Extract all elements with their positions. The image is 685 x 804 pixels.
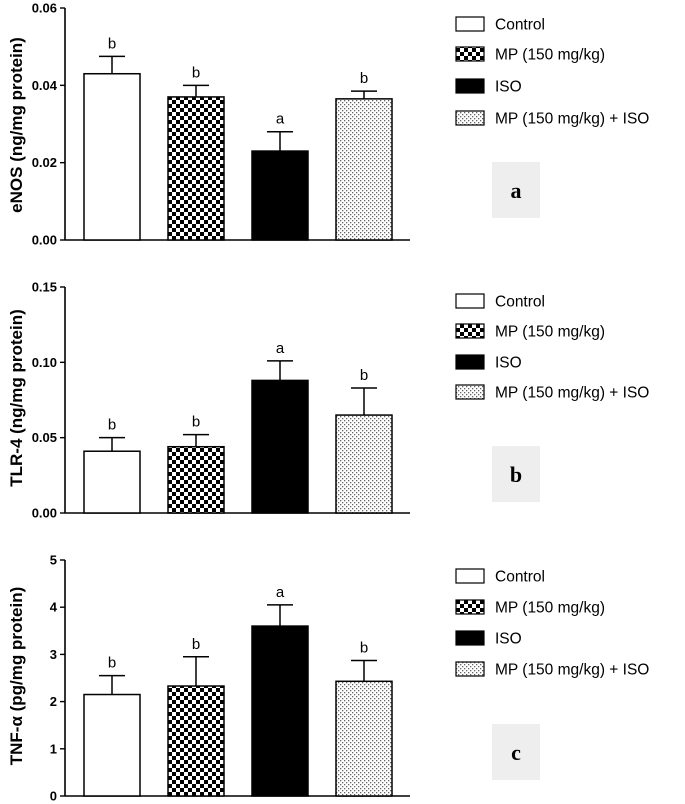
y-tick-label: 0.00: [32, 233, 57, 248]
bar: [251, 379, 309, 514]
legend-label: MP (150 mg/kg): [495, 47, 605, 64]
panel-letter-box: [492, 724, 540, 780]
legend-swatch: [455, 323, 485, 339]
legend-label: ISO: [495, 355, 522, 372]
significance-label: a: [276, 584, 285, 601]
significance-label: b: [108, 417, 116, 434]
legend-swatch: [455, 293, 485, 309]
y-tick-label: 4: [50, 600, 58, 615]
y-tick-label: 1: [50, 741, 57, 756]
bar: [167, 685, 225, 797]
legend-swatch: [455, 16, 485, 32]
significance-label: a: [276, 340, 285, 357]
y-axis-title: TLR-4 (ng/mg protein): [7, 309, 26, 487]
y-tick-label: 0.06: [32, 1, 57, 16]
bar: [251, 150, 309, 241]
legend-label: MP (150 mg/kg) + ISO: [495, 111, 649, 128]
legend-swatch: [455, 78, 485, 94]
y-tick-label: 0.02: [32, 155, 57, 170]
y-tick-label: 0.00: [32, 506, 57, 521]
legend: Control MP (150 mg/kg) ISO MP (150 mg/kg) +…: [455, 568, 649, 679]
bar: [335, 414, 393, 514]
significance-label: b: [108, 655, 116, 672]
legend-swatch: [455, 354, 485, 370]
legend-swatch: [455, 630, 485, 646]
significance-label: b: [360, 640, 368, 657]
chart-panel-b: 0.00 0.05 0.10 0.15 b b a b TLR-4 (ng/mg protei…: [7, 280, 649, 521]
chart-panel-c: 0 1 2 3 4 5 b b a b TNF-α (pg/mg protein) Control…: [7, 553, 649, 804]
significance-label: b: [192, 64, 200, 81]
bar: [83, 693, 141, 797]
panel-letter-box: [492, 162, 540, 218]
bar: [83, 72, 141, 241]
panel-letter-box: [492, 446, 540, 502]
legend: Control MP (150 mg/kg) ISO MP (150 mg/kg) +…: [455, 293, 649, 402]
significance-label: b: [360, 367, 368, 384]
legend-swatch: [455, 110, 485, 126]
legend-label: Control: [495, 17, 545, 34]
legend-swatch: [455, 568, 485, 584]
bar: [335, 680, 393, 797]
legend-label: MP (150 mg/kg): [495, 324, 605, 341]
bar: [83, 450, 141, 514]
y-tick-label: 0.10: [32, 355, 57, 370]
y-tick-label: 5: [50, 553, 57, 568]
y-tick-label: 3: [50, 647, 57, 662]
legend-label: MP (150 mg/kg): [495, 600, 605, 617]
panel-letter: c: [511, 740, 521, 765]
y-tick-label: 0.04: [32, 78, 58, 93]
panel-letter: b: [510, 462, 522, 487]
y-tick-label: 0: [50, 789, 57, 804]
y-tick-label: 0.15: [32, 280, 57, 295]
legend-label: ISO: [495, 79, 522, 96]
bar: [251, 625, 309, 797]
panel-letter: a: [511, 178, 522, 203]
legend-label: Control: [495, 294, 545, 311]
legend-swatch: [455, 46, 485, 62]
bar: [167, 445, 225, 514]
y-tick-label: 2: [50, 694, 57, 709]
legend-swatch: [455, 384, 485, 400]
y-tick-label: 0.05: [32, 430, 57, 445]
legend-label: MP (150 mg/kg) + ISO: [495, 662, 649, 679]
chart-panel-a: 0.00 0.02 0.04 0.06 b b a b eNOS (ng/mg protein…: [7, 1, 649, 248]
significance-label: b: [192, 414, 200, 431]
significance-label: b: [192, 636, 200, 653]
significance-label: b: [108, 35, 116, 52]
significance-label: a: [276, 111, 285, 128]
legend-swatch: [455, 599, 485, 615]
y-axis-title: eNOS (ng/mg protein): [7, 37, 26, 213]
legend-label: Control: [495, 569, 545, 586]
significance-label: b: [360, 70, 368, 87]
legend: Control MP (150 mg/kg) ISO MP (150 mg/kg) +…: [455, 16, 649, 128]
y-axis-title: TNF-α (pg/mg protein): [7, 587, 26, 766]
legend-swatch: [455, 661, 485, 677]
legend-label: MP (150 mg/kg) + ISO: [495, 385, 649, 402]
bar: [335, 98, 393, 241]
bar: [167, 96, 225, 241]
legend-label: ISO: [495, 631, 522, 648]
